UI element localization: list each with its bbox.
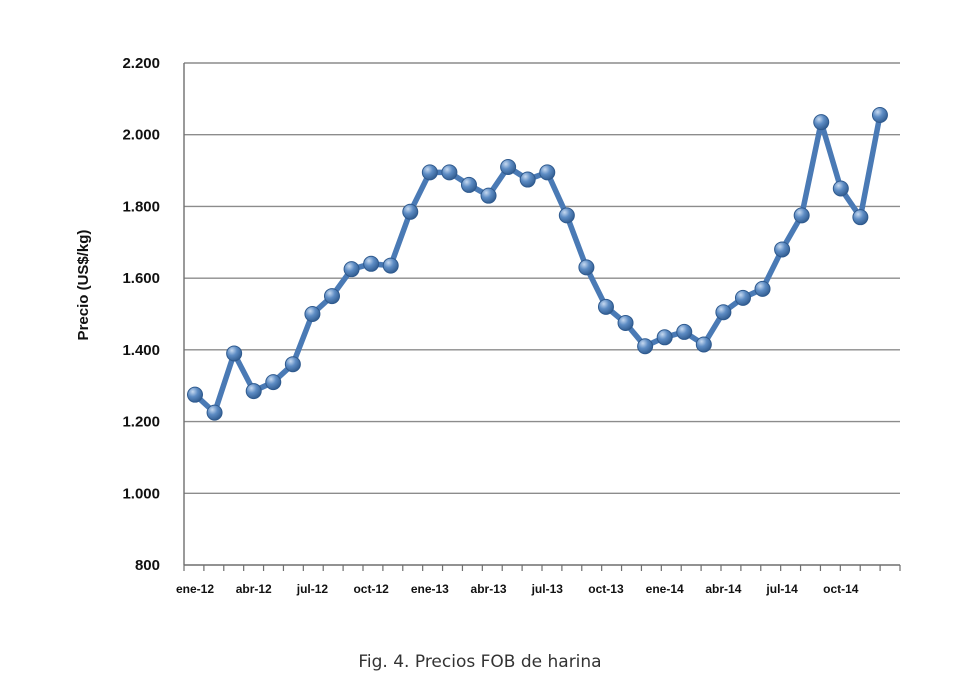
- data-point: [460, 176, 477, 193]
- data-point: [774, 241, 791, 258]
- data-point: [402, 203, 419, 220]
- data-point: [500, 158, 517, 175]
- data-point: [265, 374, 282, 391]
- figure-caption: Fig. 4. Precios FOB de harina: [358, 652, 602, 672]
- data-point: [421, 164, 438, 181]
- y-tick-label: 1.000: [122, 485, 160, 502]
- x-tick-label: oct-13: [588, 582, 624, 596]
- x-axis-tick-labels: ene-12 abr-12 jul-12 oct-12 ene-13 abr-13 jul-…: [176, 582, 859, 596]
- data-point-markers: [187, 106, 888, 421]
- data-point: [617, 314, 634, 331]
- data-point: [187, 386, 203, 403]
- data-point: [597, 298, 614, 315]
- data-point: [734, 289, 751, 306]
- data-point: [441, 164, 458, 181]
- data-point: [304, 306, 321, 322]
- data-point: [382, 257, 399, 274]
- data-point: [813, 114, 830, 131]
- data-point: [539, 164, 556, 181]
- y-tick-label: 1.400: [122, 342, 160, 359]
- x-tick-label: abr-13: [471, 582, 507, 596]
- y-tick-label: 1.600: [122, 270, 160, 287]
- data-point: [206, 404, 223, 421]
- x-tick-label: jul-13: [531, 582, 564, 596]
- data-point: [323, 288, 340, 305]
- data-point: [852, 209, 869, 226]
- grid-lines: [184, 62, 900, 494]
- data-point: [363, 255, 380, 272]
- x-tick-label: jul-12: [296, 582, 329, 596]
- y-axis-label: Precio (US$/kg): [75, 230, 92, 341]
- y-tick-label: 1.200: [122, 414, 160, 431]
- data-point: [695, 336, 712, 353]
- data-point: [656, 329, 673, 346]
- y-tick-label: 1.800: [122, 198, 160, 215]
- y-tick-label: 800: [135, 557, 160, 574]
- data-point: [715, 304, 732, 321]
- x-tick-label: ene-12: [176, 582, 214, 596]
- data-point: [558, 207, 575, 224]
- data-point: [832, 180, 849, 197]
- x-tick-label: jul-14: [765, 582, 798, 596]
- x-tick-label: oct-14: [823, 582, 859, 596]
- x-tick-label: oct-12: [353, 582, 389, 596]
- y-tick-label: 2.200: [122, 55, 160, 72]
- data-point: [343, 261, 360, 278]
- data-point: [637, 338, 654, 355]
- y-tick-label: 2.000: [122, 127, 160, 144]
- y-axis-tick-labels: 800 1.000 1.200 1.400 1.600 1.800 2.000 2.200: [122, 55, 160, 574]
- data-point: [480, 187, 497, 204]
- data-point: [226, 345, 243, 362]
- axes: [183, 63, 901, 571]
- data-point: [676, 323, 693, 340]
- x-tick-label: ene-13: [411, 582, 449, 596]
- data-point: [754, 280, 771, 297]
- data-point: [793, 207, 810, 224]
- data-point: [245, 383, 262, 400]
- data-point: [284, 356, 301, 373]
- data-point: [578, 259, 595, 276]
- data-point: [519, 171, 536, 188]
- x-tick-label: ene-14: [646, 582, 684, 596]
- data-point: [871, 106, 888, 123]
- x-tick-label: abr-12: [236, 582, 272, 596]
- x-tick-label: abr-14: [705, 582, 741, 596]
